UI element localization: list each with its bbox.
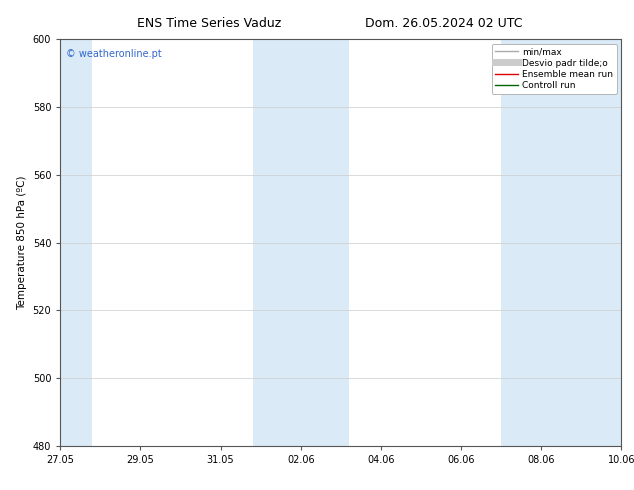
Text: Dom. 26.05.2024 02 UTC: Dom. 26.05.2024 02 UTC [365,17,522,30]
Text: © weatheronline.pt: © weatheronline.pt [66,49,162,59]
Y-axis label: Temperature 850 hPa (ºC): Temperature 850 hPa (ºC) [17,175,27,310]
Bar [60,39,93,446]
Text: ENS Time Series Vaduz: ENS Time Series Vaduz [137,17,281,30]
Bar [252,39,349,446]
Bar [501,39,621,446]
Legend: min/max, Desvio padr tilde;o, Ensemble mean run, Controll run: min/max, Desvio padr tilde;o, Ensemble m… [491,44,617,94]
